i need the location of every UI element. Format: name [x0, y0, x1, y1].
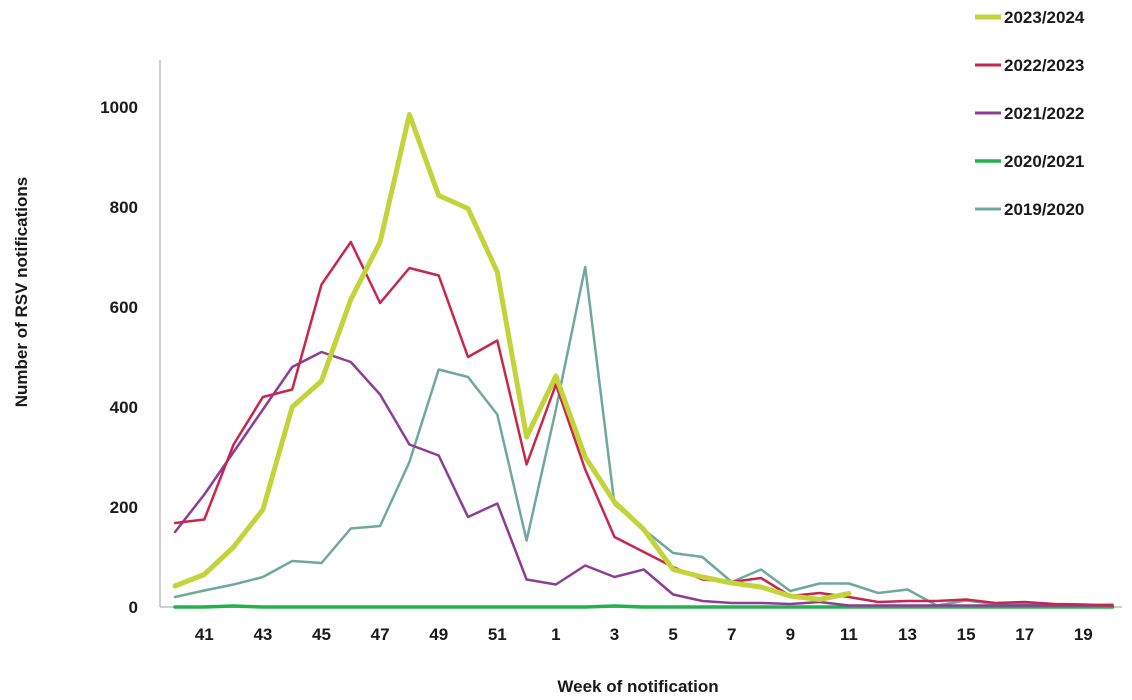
x-tick-label: 17 [1015, 625, 1034, 644]
legend-label: 2022/2023 [1004, 56, 1084, 75]
series-lines [172, 112, 1115, 609]
legend-label: 2019/2020 [1004, 200, 1084, 219]
legend-item: 2019/2020 [975, 200, 1084, 219]
series-line-2020-2021 [173, 604, 1115, 609]
x-tick-label: 5 [668, 625, 677, 644]
legend-item: 2023/2024 [975, 8, 1085, 27]
legend-label: 2020/2021 [1004, 152, 1084, 171]
y-axis-title: Number of RSV notifications [12, 177, 31, 407]
x-tick-label: 49 [429, 625, 448, 644]
legend-label: 2023/2024 [1004, 8, 1085, 27]
x-tick-label: 3 [610, 625, 619, 644]
x-tick-label: 41 [195, 625, 214, 644]
y-tick-label: 1000 [100, 98, 138, 117]
series-line-2021-2022 [173, 350, 1114, 607]
series-line-2022-2023 [173, 240, 1114, 607]
x-tick-labels: 41 43 45 47 49 51 1 3 5 7 9 11 13 15 17 19 [195, 625, 1093, 644]
y-tick-label: 0 [129, 598, 138, 617]
x-tick-label: 43 [253, 625, 272, 644]
x-tick-label: 51 [488, 625, 507, 644]
legend: 2023/2024 2022/2023 2021/2022 2020/2021 2019… [975, 8, 1085, 219]
x-tick-label: 13 [898, 625, 917, 644]
x-tick-label: 47 [371, 625, 390, 644]
x-tick-label: 9 [786, 625, 795, 644]
legend-label: 2021/2022 [1004, 104, 1084, 123]
legend-item: 2020/2021 [975, 152, 1084, 171]
x-axis-title: Week of notification [557, 677, 718, 696]
x-tick-label: 19 [1074, 625, 1093, 644]
x-tick-label: 7 [727, 625, 736, 644]
y-tick-label: 800 [110, 198, 138, 217]
series-line-2019-2020 [173, 265, 1114, 607]
y-tick-label: 400 [110, 398, 138, 417]
legend-item: 2022/2023 [975, 56, 1084, 75]
x-tick-label: 1 [551, 625, 560, 644]
x-tick-label: 11 [840, 625, 858, 644]
legend-item: 2021/2022 [975, 104, 1084, 123]
y-tick-label: 200 [110, 498, 138, 517]
x-tick-label: 15 [957, 625, 976, 644]
y-tick-label: 600 [110, 298, 138, 317]
y-tick-labels: 0 200 400 600 800 1000 [100, 98, 138, 617]
x-tick-label: 45 [312, 625, 331, 644]
series-line-2023-2024 [172, 112, 852, 602]
